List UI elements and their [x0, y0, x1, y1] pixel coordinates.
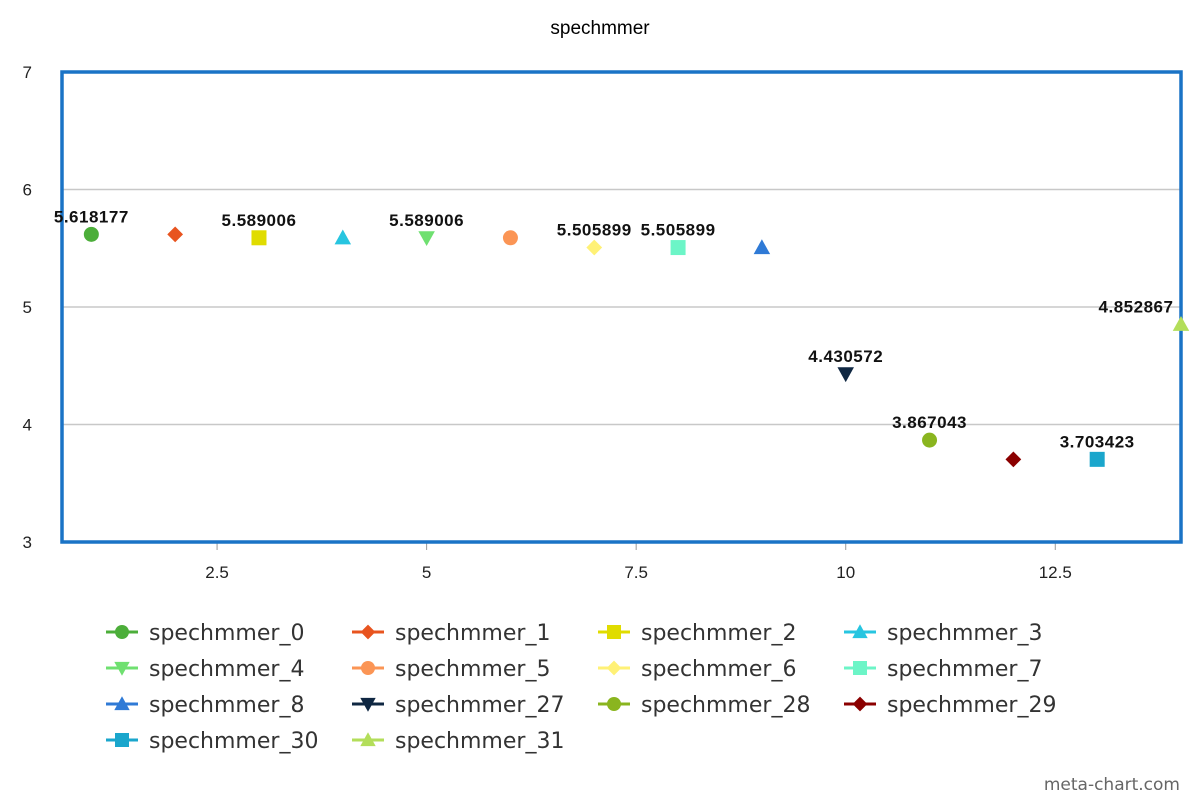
data-point [753, 239, 771, 255]
legend-label: spechmmer_1 [395, 621, 550, 646]
axes: 3 4 5 6 7 2.5 5 7.5 10 12.5 [23, 63, 1072, 582]
grid-lines [62, 71, 1181, 543]
legend-item: spechmmer_2 [598, 621, 796, 646]
marker-square [251, 230, 267, 246]
data-label: 5.618177 [54, 207, 129, 226]
legend-label: spechmmer_6 [641, 657, 796, 682]
data-point [837, 367, 854, 383]
legend-item: spechmmer_5 [352, 657, 550, 682]
marker-circle [502, 230, 518, 246]
legend-label: spechmmer_3 [887, 621, 1042, 646]
x-tick-label: 2.5 [205, 563, 229, 582]
legend-label: spechmmer_28 [641, 693, 810, 718]
legend-item: spechmmer_29 [844, 693, 1056, 718]
marker-square [670, 240, 686, 256]
y-tick-label: 4 [23, 416, 32, 435]
legend-item: spechmmer_31 [352, 729, 564, 754]
data-point [922, 432, 938, 448]
data-label: 5.505899 [557, 221, 632, 240]
legend-marker [115, 733, 129, 747]
data-labels: 5.618177 5.589006 5.589006 5.505899 5.505899… [54, 207, 1174, 451]
legend-item: spechmmer_27 [352, 693, 564, 718]
x-tick-label: 12.5 [1039, 563, 1072, 582]
legend-item: spechmmer_8 [106, 693, 304, 718]
data-label: 4.430572 [808, 347, 883, 366]
y-tick-label: 6 [23, 181, 32, 200]
legend-marker [360, 624, 376, 640]
y-tick-label: 7 [23, 63, 32, 82]
x-tick-label: 10 [836, 563, 855, 582]
legend-label: spechmmer_31 [395, 729, 564, 754]
marker-triangle-up [334, 229, 352, 245]
marker-circle [83, 226, 99, 242]
legend-item: spechmmer_6 [598, 657, 796, 682]
data-label: 5.505899 [641, 221, 716, 240]
legend-label: spechmmer_27 [395, 693, 564, 718]
legend-item: spechmmer_28 [598, 693, 810, 718]
marker-diamond [1005, 451, 1022, 468]
legend-label: spechmmer_29 [887, 693, 1056, 718]
legend-label: spechmmer_0 [149, 621, 304, 646]
data-point [418, 231, 435, 247]
legend-marker [114, 661, 130, 676]
data-point [167, 226, 184, 243]
data-points [83, 226, 1190, 468]
legend-marker [853, 661, 867, 675]
legend-marker [115, 625, 129, 639]
marker-diamond [167, 226, 184, 243]
legend-label: spechmmer_8 [149, 693, 304, 718]
data-point [586, 239, 603, 256]
legend-item: spechmmer_1 [352, 621, 550, 646]
legend-item: spechmmer_3 [844, 621, 1042, 646]
legend-marker [607, 697, 621, 711]
data-point [1089, 451, 1105, 467]
legend-item: spechmmer_4 [106, 657, 304, 682]
legend-marker [606, 660, 622, 676]
data-point [1172, 316, 1190, 331]
legend-marker [360, 732, 376, 747]
data-point [83, 226, 99, 242]
data-label: 5.589006 [222, 211, 297, 230]
marker-circle [922, 432, 938, 448]
marker-diamond [586, 239, 603, 256]
legend: spechmmer_0 spechmmer_1 spechmmer_2 spechmm… [106, 621, 1056, 754]
x-tick-label: 7.5 [624, 563, 648, 582]
marker-triangle-down [418, 231, 435, 247]
plot-frame [60, 70, 1183, 544]
x-tick-label: 5 [422, 563, 431, 582]
data-point [251, 230, 267, 246]
legend-label: spechmmer_7 [887, 657, 1042, 682]
legend-item: spechmmer_30 [106, 729, 318, 754]
data-point [1005, 451, 1022, 468]
data-point [334, 229, 352, 245]
data-label: 3.703423 [1060, 432, 1135, 451]
legend-marker [852, 696, 868, 712]
legend-marker [361, 661, 375, 675]
marker-square [1089, 451, 1105, 467]
legend-label: spechmmer_30 [149, 729, 318, 754]
marker-triangle-up [1172, 316, 1190, 331]
legend-marker [360, 697, 376, 712]
data-label: 5.589006 [389, 211, 464, 230]
data-label: 3.867043 [892, 413, 967, 432]
chart-title: spechmmer [550, 18, 650, 39]
legend-label: spechmmer_4 [149, 657, 304, 682]
y-tick-label: 3 [23, 533, 32, 552]
legend-marker [607, 625, 621, 639]
data-point [670, 240, 686, 256]
watermark: meta-chart.com [1044, 775, 1180, 795]
marker-triangle-up [753, 239, 771, 255]
data-point [502, 230, 518, 246]
legend-marker [114, 696, 130, 711]
legend-item: spechmmer_7 [844, 657, 1042, 682]
legend-label: spechmmer_5 [395, 657, 550, 682]
legend-label: spechmmer_2 [641, 621, 796, 646]
marker-triangle-down [837, 367, 854, 383]
y-tick-label: 5 [23, 298, 32, 317]
legend-item: spechmmer_0 [106, 621, 304, 646]
legend-marker [852, 624, 868, 639]
data-label: 4.852867 [1099, 297, 1174, 316]
